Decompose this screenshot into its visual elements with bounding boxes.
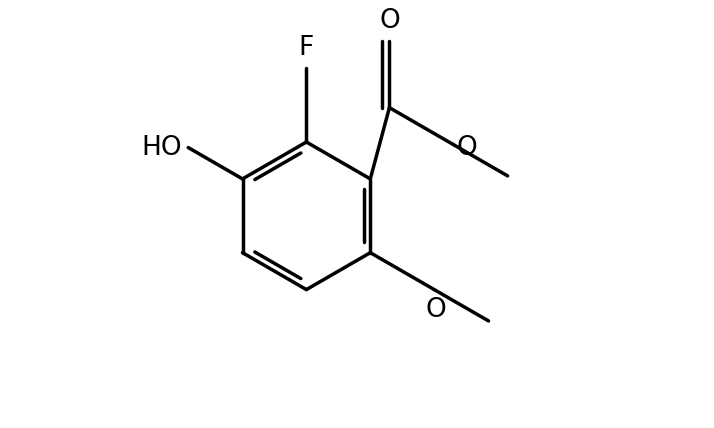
Text: O: O xyxy=(379,8,400,34)
Text: O: O xyxy=(457,135,478,161)
Text: O: O xyxy=(426,297,447,323)
Text: HO: HO xyxy=(141,134,182,160)
Text: F: F xyxy=(298,35,314,61)
